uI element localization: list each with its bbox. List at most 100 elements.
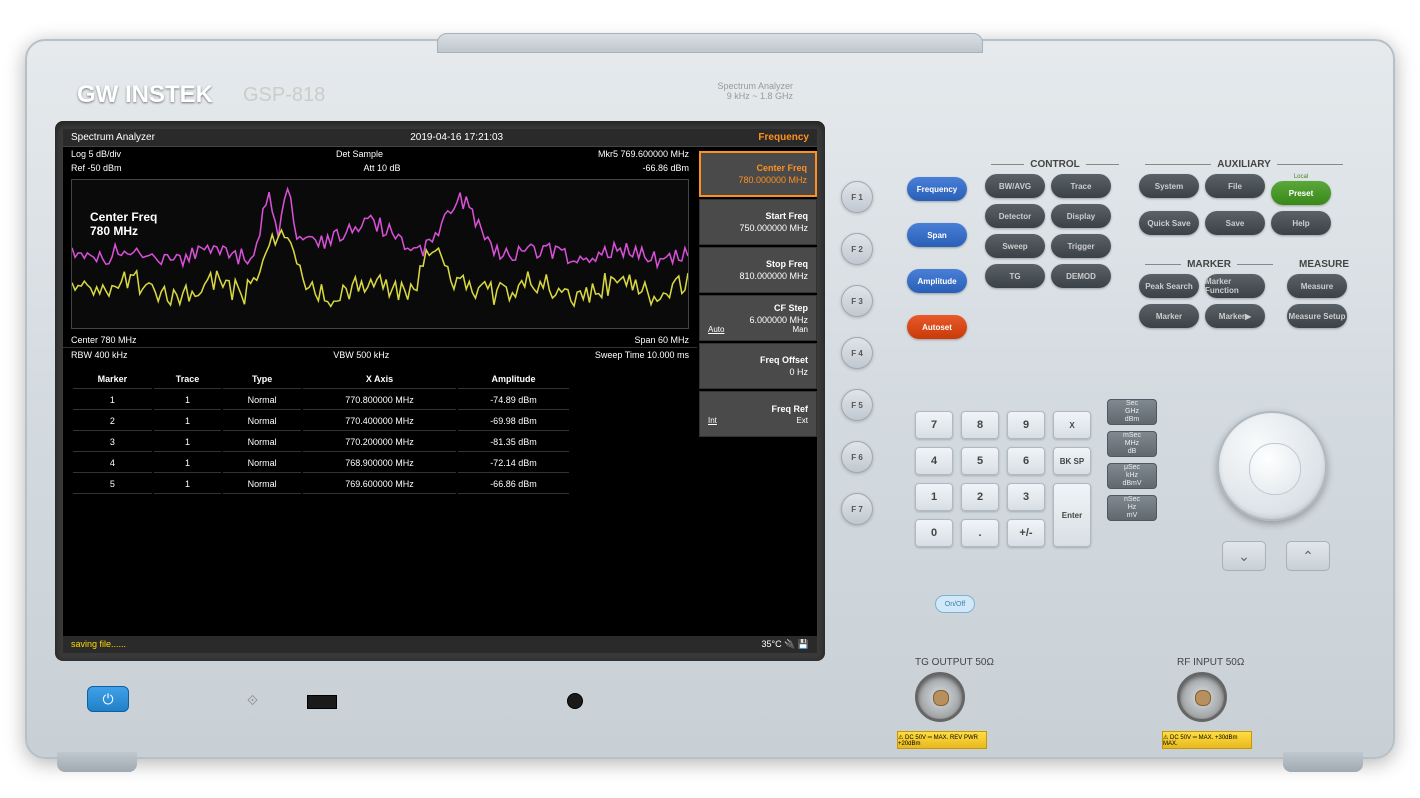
- key-4[interactable]: 4: [915, 447, 953, 475]
- menu-cf-step[interactable]: CF Step6.000000 MHzAutoMan: [699, 295, 817, 341]
- key-Enter[interactable]: Enter: [1053, 483, 1091, 547]
- key-6[interactable]: 6: [1007, 447, 1045, 475]
- menu-start-freq[interactable]: Start Freq750.000000 MHz: [699, 199, 817, 245]
- auxiliary-section: AUXILIARY SystemFileLocalPresetQuick Sav…: [1139, 159, 1349, 241]
- log-scale: Log 5 dB/div: [71, 149, 121, 159]
- unit-key-khz[interactable]: μSeckHzdBmV: [1107, 463, 1157, 489]
- soft-key-f1[interactable]: F 1: [841, 181, 873, 213]
- mode-label: Frequency: [758, 132, 809, 143]
- help-button[interactable]: Help: [1271, 211, 1331, 235]
- lcd-screen: Spectrum Analyzer 2019-04-16 17:21:03 Fr…: [55, 121, 825, 661]
- soft-key-f2[interactable]: F 2: [841, 233, 873, 265]
- marker-amplitude: -66.86 dBm: [642, 163, 689, 173]
- key-7[interactable]: 7: [915, 411, 953, 439]
- up-arrow-button[interactable]: ⌃: [1286, 541, 1330, 571]
- file-button[interactable]: File: [1205, 174, 1265, 198]
- device-type-label: Spectrum Analyzer 9 kHz ~ 1.8 GHz: [717, 81, 793, 101]
- brand-logo: GW INSTEK: [77, 81, 213, 109]
- sweep-time: Sweep Time 10.000 ms: [595, 350, 689, 360]
- marker-row: 31Normal770.200000 MHz-81.35 dBm: [73, 433, 569, 452]
- marker-button[interactable]: Marker: [1139, 304, 1199, 328]
- key-1[interactable]: 1: [915, 483, 953, 511]
- key-8[interactable]: 8: [961, 411, 999, 439]
- autoset-button[interactable]: Autoset: [907, 315, 967, 339]
- tg-output-port: TG OUTPUT 50Ω: [915, 657, 994, 722]
- frequency-button[interactable]: Frequency: [907, 177, 967, 201]
- key-2[interactable]: 2: [961, 483, 999, 511]
- sweep-button[interactable]: Sweep: [985, 234, 1045, 258]
- tg-warning-label: ⚠ DC 50V ═ MAX. REV PWR +20dBm: [897, 731, 987, 749]
- measure-setup-button[interactable]: Measure Setup: [1287, 304, 1347, 328]
- key-X[interactable]: X: [1053, 411, 1091, 439]
- detector: Det Sample: [336, 149, 383, 159]
- amplitude-button[interactable]: Amplitude: [907, 269, 967, 293]
- spectrum-analyzer-device: GW INSTEK GSP-818 Spectrum Analyzer 9 kH…: [25, 39, 1395, 759]
- bw-avg-button[interactable]: BW/AVG: [985, 174, 1045, 198]
- usb-port[interactable]: [307, 695, 337, 709]
- detector-button[interactable]: Detector: [985, 204, 1045, 228]
- rotary-knob[interactable]: [1217, 411, 1327, 521]
- numeric-keypad: 789X 456 BK SP 123 Enter 0. +/-: [915, 411, 1091, 547]
- soft-key-f5[interactable]: F 5: [841, 389, 873, 421]
- menu-freq-offset[interactable]: Freq Offset0 Hz: [699, 343, 817, 389]
- handle: [437, 33, 983, 53]
- function-keys: F 1 F 2 F 3 F 4 F 5 F 6 F 7: [841, 181, 873, 525]
- rf-connector[interactable]: [1177, 672, 1227, 722]
- rf-input-port: RF INPUT 50Ω: [1177, 657, 1244, 722]
- key-[interactable]: +/-: [1007, 519, 1045, 547]
- display-button[interactable]: Display: [1051, 204, 1111, 228]
- control-section: CONTROL BW/AVGTraceDetectorDisplaySweepT…: [985, 159, 1125, 294]
- unit-key-ghz[interactable]: SecGHzdBm: [1107, 399, 1157, 425]
- datetime: 2019-04-16 17:21:03: [410, 132, 503, 143]
- trace-button[interactable]: Trace: [1051, 174, 1111, 198]
- key-BKSP[interactable]: BK SP: [1053, 447, 1091, 475]
- marker-row: 21Normal770.400000 MHz-69.98 dBm: [73, 412, 569, 431]
- marker-row: 41Normal768.900000 MHz-72.14 dBm: [73, 454, 569, 473]
- marker--button[interactable]: Marker▶: [1205, 304, 1265, 328]
- menu-freq-ref[interactable]: Freq RefIntExt: [699, 391, 817, 437]
- tg-onoff-button[interactable]: On/Off: [935, 595, 975, 613]
- soft-key-f7[interactable]: F 7: [841, 493, 873, 525]
- key-3[interactable]: 3: [1007, 483, 1045, 511]
- soft-key-f3[interactable]: F 3: [841, 285, 873, 317]
- menu-center-freq[interactable]: Center Freq780.000000 MHz: [699, 151, 817, 197]
- screen-title: Spectrum Analyzer: [71, 132, 155, 143]
- key-0[interactable]: 0: [915, 519, 953, 547]
- center-freq: Center 780 MHz: [71, 335, 137, 345]
- quick-save-button[interactable]: Quick Save: [1139, 211, 1199, 235]
- demod-button[interactable]: DEMOD: [1051, 264, 1111, 288]
- key-[interactable]: .: [961, 519, 999, 547]
- key-9[interactable]: 9: [1007, 411, 1045, 439]
- save-button[interactable]: Save: [1205, 211, 1265, 235]
- tg-button[interactable]: TG: [985, 264, 1045, 288]
- unit-key-mhz[interactable]: mSecMHzdB: [1107, 431, 1157, 457]
- power-button[interactable]: ⏻: [87, 686, 129, 712]
- marker-row: 11Normal770.800000 MHz-74.89 dBm: [73, 391, 569, 410]
- span: Span 60 MHz: [634, 335, 689, 345]
- audio-jack[interactable]: [567, 693, 583, 709]
- marker-row: 51Normal769.600000 MHz-66.86 dBm: [73, 475, 569, 494]
- down-arrow-button[interactable]: ⌄: [1222, 541, 1266, 571]
- system-button[interactable]: System: [1139, 174, 1199, 198]
- peak-search-button[interactable]: Peak Search: [1139, 274, 1199, 298]
- rf-warning-label: ⚠ DC 50V ═ MAX. +30dBm MAX.: [1162, 731, 1252, 749]
- trigger-button[interactable]: Trigger: [1051, 234, 1111, 258]
- marker-function-button[interactable]: Marker Function: [1205, 274, 1265, 298]
- rbw: RBW 400 kHz: [71, 350, 128, 360]
- span-button[interactable]: Span: [907, 223, 967, 247]
- foot-left: [57, 752, 137, 772]
- usb-icon: ⟐: [247, 692, 258, 709]
- spectrum-graph: Center Freq 780 MHz: [71, 179, 689, 329]
- menu-stop-freq[interactable]: Stop Freq810.000000 MHz: [699, 247, 817, 293]
- foot-right: [1283, 752, 1363, 772]
- ref-level: Ref -50 dBm: [71, 163, 122, 173]
- key-5[interactable]: 5: [961, 447, 999, 475]
- unit-key-hz[interactable]: nSecHzmV: [1107, 495, 1157, 521]
- tg-connector[interactable]: [915, 672, 965, 722]
- marker-section: MARKER Peak SearchMarker FunctionMarkerM…: [1139, 259, 1279, 334]
- preset-button[interactable]: Preset: [1271, 181, 1331, 205]
- soft-key-f6[interactable]: F 6: [841, 441, 873, 473]
- main-buttons: Frequency Span Amplitude Autoset: [907, 177, 967, 353]
- measure-button[interactable]: Measure: [1287, 274, 1347, 298]
- soft-key-f4[interactable]: F 4: [841, 337, 873, 369]
